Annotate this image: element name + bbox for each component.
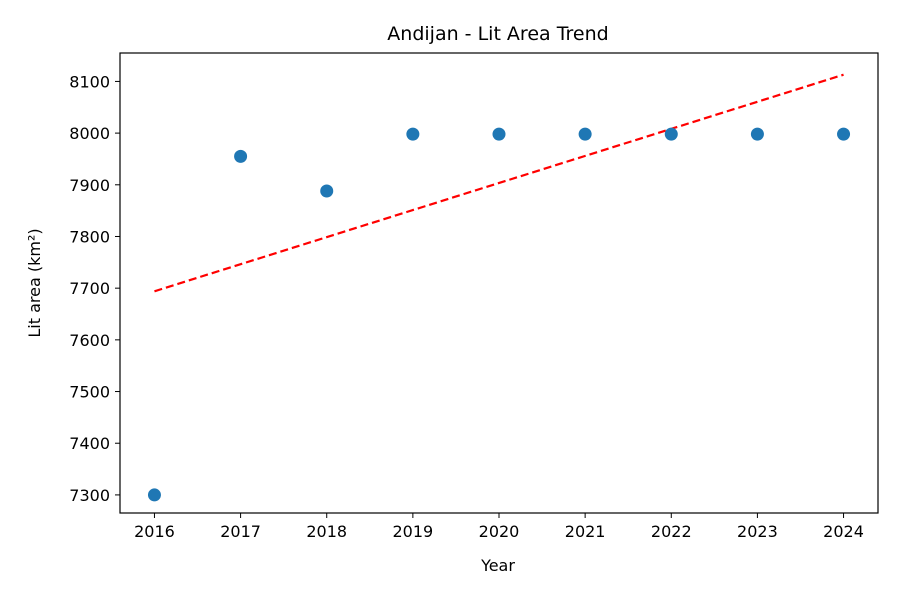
y-tick-label: 8100 (69, 72, 110, 91)
data-point (406, 127, 420, 141)
x-axis-label: Year (480, 556, 515, 575)
x-tick-label: 2016 (134, 522, 175, 541)
y-tick-label: 7800 (69, 227, 110, 246)
data-point (234, 149, 248, 163)
y-tick-label: 7400 (69, 434, 110, 453)
y-tick-label: 7600 (69, 331, 110, 350)
y-tick-label: 8000 (69, 124, 110, 143)
plot-frame (119, 52, 879, 514)
y-tick-label: 7500 (69, 383, 110, 402)
x-tick-label: 2023 (737, 522, 778, 541)
y-axis-label: Lit area (km²) (25, 228, 44, 337)
data-point (664, 127, 678, 141)
y-axis: 7300 7400 7500 7600 7700 7800 7900 8000 8100 (69, 72, 120, 505)
chart-title: Andijan - Lit Area Trend (387, 23, 608, 45)
x-axis: 2016 2017 2018 2019 2020 2021 2022 2023 2024 (134, 513, 864, 541)
x-tick-label: 2017 (220, 522, 261, 541)
x-tick-label: 2022 (651, 522, 692, 541)
y-tick-label: 7300 (69, 486, 110, 505)
data-point (578, 127, 592, 141)
trend-line (154, 73, 844, 293)
y-tick-label: 7700 (69, 279, 110, 298)
x-tick-label: 2019 (393, 522, 434, 541)
x-tick-label: 2024 (823, 522, 864, 541)
data-point (147, 488, 161, 502)
data-point (320, 184, 334, 198)
x-tick-label: 2021 (565, 522, 606, 541)
plot-area (147, 73, 851, 502)
data-point (837, 127, 851, 141)
data-point (750, 127, 764, 141)
y-tick-label: 7900 (69, 176, 110, 195)
x-tick-label: 2018 (306, 522, 347, 541)
data-point (492, 127, 506, 141)
x-tick-label: 2020 (479, 522, 520, 541)
